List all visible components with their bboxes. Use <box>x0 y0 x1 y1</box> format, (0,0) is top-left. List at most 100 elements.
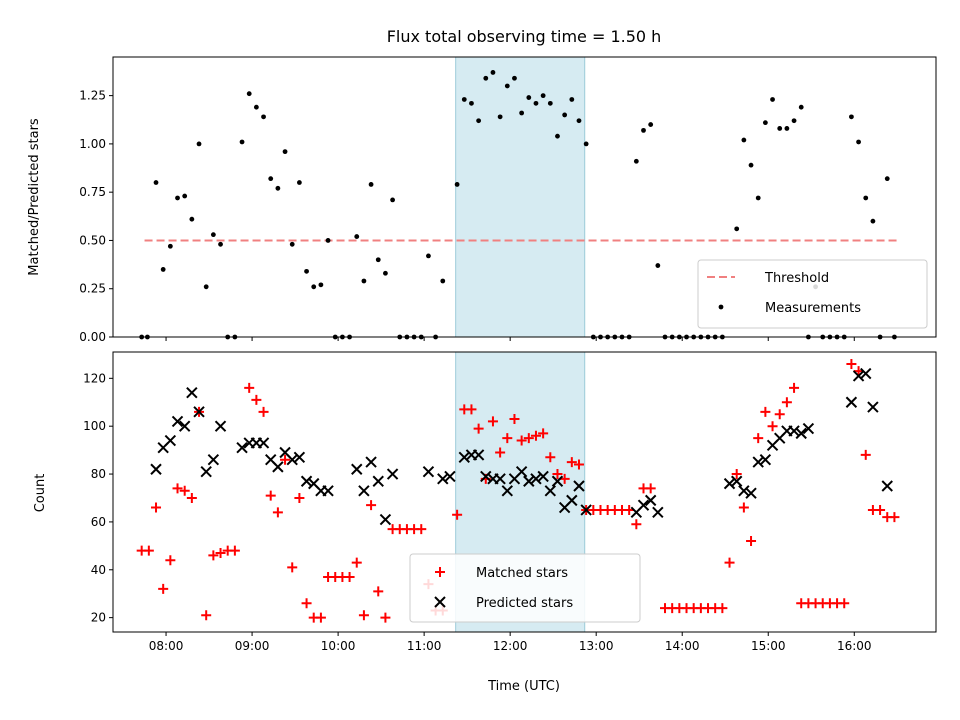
data-point <box>416 524 427 535</box>
data-point <box>280 454 291 465</box>
x-tick-label: 11:00 <box>407 639 442 653</box>
data-point <box>853 366 864 377</box>
data-point <box>390 197 395 203</box>
legend: Threshold Measurements <box>697 259 928 329</box>
data-point <box>261 114 266 120</box>
data-point <box>752 456 764 468</box>
data-point <box>849 114 854 120</box>
data-point <box>372 475 384 487</box>
data-point <box>516 435 527 446</box>
data-point <box>487 416 498 427</box>
data-point <box>286 453 298 466</box>
data-point <box>770 97 775 102</box>
data-point <box>497 114 503 120</box>
data-point <box>624 504 635 515</box>
data-point <box>375 257 381 263</box>
plot-frame <box>112 351 937 633</box>
data-point <box>160 267 166 272</box>
data-point <box>760 406 771 417</box>
data-point <box>540 93 546 99</box>
data-point <box>236 442 248 454</box>
data-point <box>275 185 281 191</box>
data-point <box>648 122 654 127</box>
data-point <box>784 126 790 131</box>
x-tick-label: 16:00 <box>837 639 872 653</box>
data-point <box>214 420 227 432</box>
data-point <box>287 562 298 573</box>
plot-frame <box>112 56 937 338</box>
y-tick-label: 80 <box>91 467 106 481</box>
data-point <box>366 500 377 511</box>
data-point <box>573 480 585 492</box>
legend-box <box>409 553 641 623</box>
data-point <box>265 490 276 501</box>
data-point <box>178 420 191 432</box>
y-tick-label: 1.25 <box>79 89 106 103</box>
data-point <box>272 461 284 473</box>
data-point <box>509 414 520 425</box>
data-point <box>875 504 886 515</box>
legend-predicted-label: Predicted stars <box>476 596 573 611</box>
data-point <box>637 499 650 511</box>
data-point <box>461 97 467 102</box>
y-tick-label: 100 <box>83 419 106 433</box>
y-tick-label: 0.25 <box>79 282 106 296</box>
data-point <box>731 469 742 480</box>
x-tick-label: 12:00 <box>493 639 528 653</box>
data-point <box>738 502 749 513</box>
data-point <box>641 127 646 133</box>
data-point <box>208 550 219 561</box>
data-point <box>762 120 768 126</box>
data-point <box>246 91 252 97</box>
data-point <box>555 133 560 139</box>
data-point <box>373 586 384 597</box>
x-tick-label: 08:00 <box>149 639 184 653</box>
data-point <box>644 494 657 507</box>
data-point <box>798 104 804 110</box>
legend-predicted-swatch <box>434 596 446 608</box>
bottom-panel: 20 40 60 80 100 120 08:00 09:00 10:00 11:00 12:00 1… <box>83 351 937 653</box>
legend: Matched stars Predicted stars <box>409 553 641 623</box>
data-point <box>566 457 577 468</box>
data-point <box>244 382 255 393</box>
data-point <box>523 433 534 444</box>
data-point <box>143 545 154 556</box>
data-point <box>655 263 661 268</box>
data-point <box>717 603 728 614</box>
data-point <box>867 401 879 413</box>
data-point <box>645 483 656 494</box>
data-point <box>502 433 513 444</box>
y-tick-label: 0.00 <box>79 330 106 344</box>
data-point <box>759 453 772 466</box>
data-point <box>383 270 388 276</box>
x-tick-label: 15:00 <box>751 639 786 653</box>
data-point <box>272 507 283 518</box>
data-point <box>207 453 220 466</box>
data-point <box>318 282 324 288</box>
bottom-y-axis-label: Count <box>33 474 48 513</box>
data-point <box>753 433 764 444</box>
data-point <box>788 425 800 437</box>
data-point <box>315 612 326 623</box>
data-point <box>795 427 807 440</box>
data-point <box>490 70 496 75</box>
data-point <box>724 557 735 568</box>
data-point <box>730 475 743 487</box>
data-point <box>860 367 872 380</box>
data-point <box>253 104 259 110</box>
x-tick-label: 14:00 <box>665 639 700 653</box>
data-point <box>476 118 482 124</box>
data-point <box>229 545 240 556</box>
data-point <box>182 193 188 199</box>
series-predicted-stars <box>150 367 893 526</box>
data-point <box>870 218 876 224</box>
data-point <box>538 428 549 439</box>
data-point <box>171 415 184 428</box>
data-point <box>322 485 334 497</box>
data-point <box>845 396 858 408</box>
data-point <box>368 182 374 187</box>
data-point <box>734 226 740 232</box>
data-point <box>426 253 431 259</box>
top-y-axis-label: Matched/Predicted stars <box>27 118 42 276</box>
y-tick-label: 120 <box>83 371 106 385</box>
